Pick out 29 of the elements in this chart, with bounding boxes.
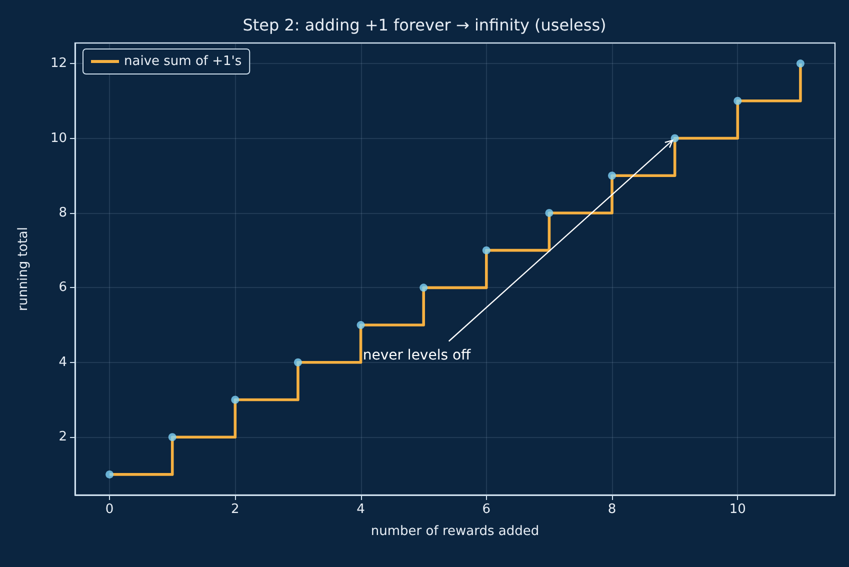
y-tick-label: 8 bbox=[58, 205, 67, 220]
point bbox=[670, 134, 679, 142]
point bbox=[482, 246, 490, 254]
x-tick-label: 4 bbox=[356, 502, 365, 517]
x-tick-label: 10 bbox=[729, 502, 746, 517]
y-tick-label: 6 bbox=[58, 280, 67, 296]
point bbox=[545, 208, 554, 217]
point bbox=[106, 470, 114, 478]
point bbox=[734, 96, 742, 105]
y-tick-label: 4 bbox=[58, 354, 67, 370]
x-tick-label: 0 bbox=[105, 502, 114, 517]
y-axis-title: running total bbox=[16, 226, 31, 312]
y-tick-label: 10 bbox=[50, 130, 67, 146]
x-tick-label: 6 bbox=[482, 502, 491, 517]
chart-title: Step 2: adding +1 forever → infinity (useless) bbox=[242, 16, 606, 34]
point bbox=[796, 60, 804, 68]
point bbox=[294, 358, 302, 366]
point bbox=[420, 284, 428, 292]
x-axis-title: number of rewards added bbox=[370, 524, 540, 539]
x-tick-label: 8 bbox=[608, 502, 616, 517]
point bbox=[231, 396, 240, 404]
y-tick-label: 12 bbox=[50, 56, 67, 72]
point bbox=[168, 433, 176, 442]
annotation: never levels off bbox=[362, 347, 472, 364]
point bbox=[608, 172, 616, 180]
point bbox=[356, 321, 365, 330]
legend-label: naive sum of +1's bbox=[124, 54, 242, 69]
y-tick-label: 2 bbox=[58, 430, 67, 445]
x-tick-label: 2 bbox=[231, 502, 240, 517]
